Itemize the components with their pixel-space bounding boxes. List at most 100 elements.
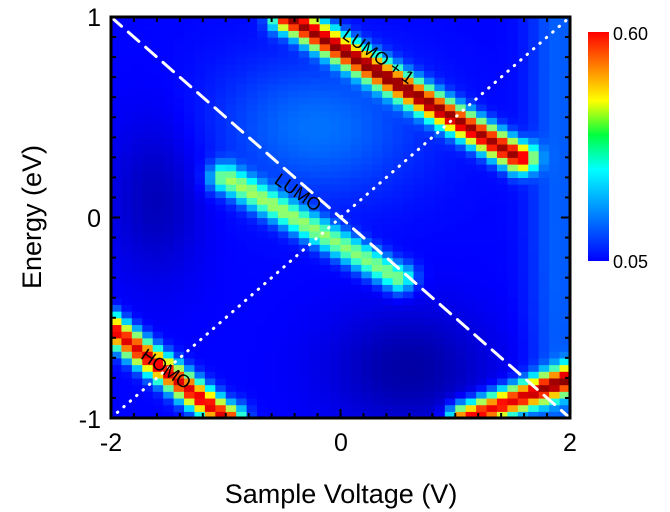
heatmap-cell <box>476 143 488 152</box>
heatmap-cell <box>309 351 321 359</box>
heatmap-cell <box>538 184 550 192</box>
heatmap-cell <box>163 210 175 219</box>
heatmap-cell <box>131 184 143 192</box>
heatmap-cell <box>517 37 529 45</box>
heatmap-cell <box>361 304 373 312</box>
heatmap-cell <box>517 197 529 205</box>
heatmap-cell <box>476 150 488 158</box>
heatmap-cell <box>538 264 550 272</box>
heatmap-cell <box>142 270 154 279</box>
heatmap-cell <box>142 244 154 252</box>
heatmap-cell <box>559 117 570 125</box>
heatmap-cell <box>559 23 570 31</box>
heatmap-cell <box>215 377 227 386</box>
heatmap-cell <box>476 317 488 326</box>
heatmap-cell <box>403 344 415 352</box>
heatmap-cell <box>434 344 446 352</box>
heatmap-cell <box>486 103 498 112</box>
heatmap-cell <box>298 357 310 366</box>
heatmap-cell <box>517 404 529 412</box>
heatmap-cell <box>465 257 477 265</box>
heatmap-cell <box>455 297 467 305</box>
heatmap-cell <box>152 170 164 178</box>
heatmap-cell <box>204 70 216 78</box>
heatmap-cell <box>549 90 561 98</box>
heatmap-cell <box>298 277 310 285</box>
heatmap-cell <box>267 244 279 252</box>
heatmap-cell <box>131 70 143 78</box>
heatmap-cell <box>288 317 300 326</box>
heatmap-cell <box>350 324 362 332</box>
heatmap-cell <box>350 37 362 45</box>
heatmap-cell <box>423 70 435 78</box>
heatmap-cell <box>528 37 540 45</box>
heatmap-cell <box>465 150 477 158</box>
heatmap-cell <box>423 150 435 158</box>
heatmap-cell <box>517 291 529 299</box>
heatmap-cell <box>382 30 394 38</box>
heatmap-cell <box>340 77 352 85</box>
heatmap-cell <box>194 70 206 78</box>
heatmap-cell <box>152 210 164 219</box>
heatmap-cell <box>423 344 435 352</box>
heatmap-cell <box>288 337 300 346</box>
heatmap-cell <box>184 411 196 418</box>
heatmap-cell <box>277 150 289 158</box>
heatmap-cell <box>361 250 373 259</box>
heatmap-cell <box>173 397 185 406</box>
heatmap-cell <box>267 397 279 406</box>
heatmap-cell <box>423 197 435 205</box>
heatmap-cell <box>267 384 279 392</box>
heatmap-cell <box>538 143 550 152</box>
heatmap-cell <box>319 217 331 225</box>
heatmap-cell <box>184 291 196 299</box>
heatmap-cell <box>476 291 488 299</box>
heatmap-cell <box>559 164 570 172</box>
heatmap-cell <box>173 317 185 326</box>
heatmap-cell <box>142 30 154 38</box>
heatmap-cell <box>371 391 383 399</box>
heatmap-cell <box>152 17 164 25</box>
heatmap-cell <box>486 130 498 138</box>
heatmap-cell <box>236 90 248 98</box>
heatmap-cell <box>444 190 456 199</box>
heatmap-cell <box>111 284 123 292</box>
heatmap-cell <box>257 23 269 31</box>
heatmap-cell <box>392 63 404 72</box>
heatmap-cell <box>382 217 394 225</box>
heatmap-cell <box>382 324 394 332</box>
heatmap-cell <box>392 37 404 45</box>
heatmap-cell <box>340 311 352 319</box>
heatmap-cell <box>121 130 133 138</box>
heatmap-cell <box>257 103 269 112</box>
heatmap-cell <box>486 83 498 92</box>
heatmap-cell <box>288 170 300 178</box>
heatmap-cell <box>173 77 185 85</box>
heatmap-cell <box>225 224 237 232</box>
heatmap-cell <box>173 364 185 372</box>
heatmap-cell <box>225 157 237 165</box>
heatmap-cell <box>309 50 321 58</box>
heatmap-cell <box>517 63 529 72</box>
heatmap-cell <box>413 364 425 372</box>
heatmap-cell <box>549 197 561 205</box>
heatmap-cell <box>330 371 342 379</box>
heatmap-cell <box>111 103 123 112</box>
heatmap-cell <box>257 143 269 152</box>
heatmap-cell <box>152 371 164 379</box>
heatmap-cell <box>257 244 269 252</box>
heatmap-cell <box>225 103 237 112</box>
heatmap-cell <box>246 210 258 219</box>
heatmap-cell <box>142 17 154 25</box>
heatmap-cell <box>392 224 404 232</box>
heatmap-cell <box>277 291 289 299</box>
heatmap-cell <box>111 291 123 299</box>
heatmap-cell <box>476 17 488 25</box>
heatmap-cell <box>486 190 498 199</box>
heatmap-cell <box>319 117 331 125</box>
heatmap-cell <box>382 404 394 412</box>
heatmap-cell <box>476 404 488 412</box>
heatmap-cell <box>496 391 509 399</box>
heatmap-cell <box>225 311 237 319</box>
heatmap-cell <box>476 37 488 45</box>
